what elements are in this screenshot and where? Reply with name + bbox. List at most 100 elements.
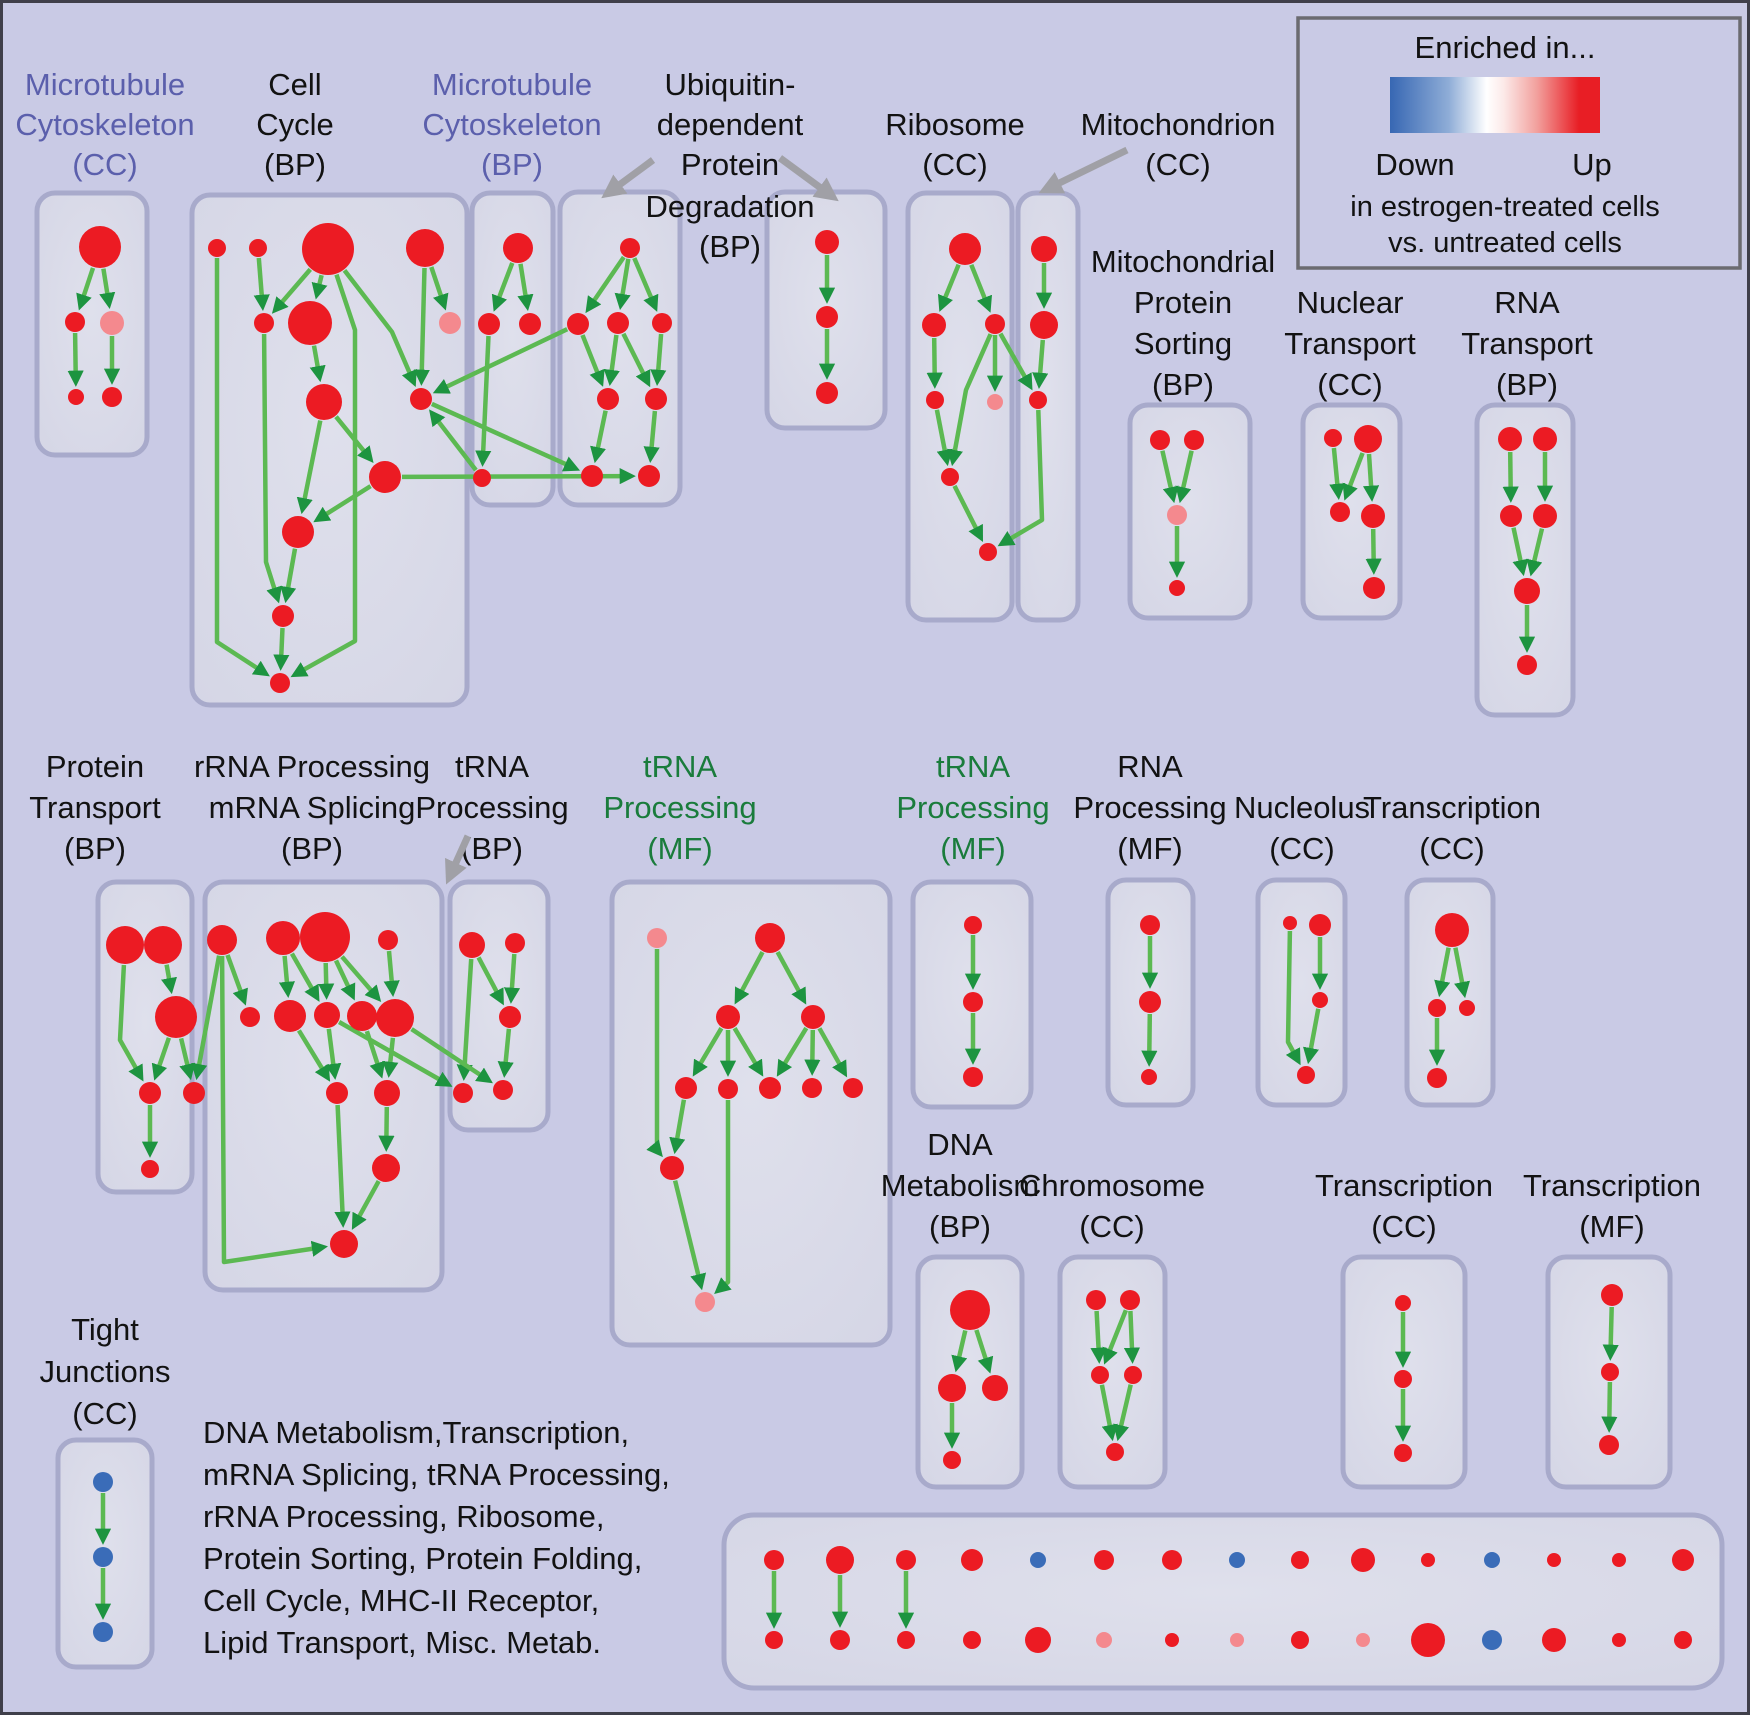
cluster-label-ubiq-a-line2: dependent: [657, 107, 804, 142]
edge-cross-mt-bp-to-cell-cycle: [429, 409, 478, 472]
go-term-node-mt-cc-3: [68, 389, 84, 405]
go-term-node-protein-transport-0: [106, 926, 144, 964]
go-term-node-nucleolus-3: [1297, 1066, 1315, 1084]
go-term-node-transcription-cc-2-2: [1459, 1000, 1475, 1016]
edge-dna-metabolism: [951, 1329, 968, 1373]
cluster-label-mt-cc-line2: Cytoskeleton: [15, 107, 194, 142]
edge-cross-rrna-mrna-to-trna-bp: [337, 1020, 453, 1087]
cluster-box-nucleolus: [1255, 877, 1348, 1108]
label-pointer-arrow-4: [445, 834, 472, 885]
edge-nuclear-transport: [1342, 452, 1365, 501]
edge-rrna-mrna: [325, 1028, 342, 1080]
edge-ubiq-a: [643, 410, 660, 463]
go-term-node-trna-mf-1-6: [759, 1077, 781, 1099]
go-term-node-bottom-top-11: [1421, 1553, 1435, 1567]
edge-ubiq-a: [650, 333, 667, 386]
cluster-label-trna-bp-line3: (BP): [461, 831, 523, 866]
edge-trna-mf-1: [669, 1099, 687, 1155]
go-term-node-ubiq-a-3: [652, 313, 672, 333]
edge-ribosome: [952, 484, 984, 543]
edge-cross-mitochondrion-to-ribosome: [997, 409, 1045, 547]
go-term-node-trna-mf-2-1: [963, 992, 983, 1012]
cluster-label-nuclear-transport-line2: Transport: [1284, 326, 1416, 361]
edge-chromosome: [1099, 1384, 1118, 1442]
cluster-label-ribosome-line2: (CC): [922, 147, 987, 182]
cluster-label-ubiq-a-line1: Ubiquitin-: [665, 67, 796, 102]
edge-rrna-mrna: [340, 955, 382, 1002]
go-term-node-ubiq-b-0: [815, 230, 839, 254]
edge-cell-cycle: [290, 273, 358, 678]
cluster-label-dna-metabolism-line1: DNA: [927, 1127, 993, 1162]
cluster-label-mito-protein-sorting-line4: (BP): [1152, 367, 1214, 402]
go-term-node-rrna-mrna-8: [376, 999, 414, 1037]
go-term-node-protein-transport-1: [144, 926, 182, 964]
go-term-node-ubiq-a-4: [597, 388, 619, 410]
go-term-node-rrna-mrna-10: [374, 1080, 400, 1106]
edge-trna-mf-1: [776, 1026, 809, 1077]
go-term-node-bottom-bottom-2: [830, 1630, 850, 1650]
cluster-box-chromosome: [1057, 1254, 1168, 1490]
go-term-node-transcription-mf-3-2: [1599, 1435, 1619, 1455]
go-term-node-mito-protein-sorting-1: [1184, 430, 1204, 450]
legend-box: [1296, 16, 1742, 270]
cluster-box-mt-cc: [34, 190, 150, 458]
cluster-label-rrna-mrna-line3: (BP): [281, 831, 343, 866]
go-term-node-trna-bp-3: [453, 1083, 473, 1103]
go-term-node-chromosome-1: [1120, 1290, 1140, 1310]
go-term-node-bottom-top-10: [1351, 1548, 1375, 1572]
go-term-node-cell-cycle-1: [249, 239, 267, 257]
go-term-node-ubiq-a-6: [581, 465, 603, 487]
go-term-node-bottom-bottom-1: [765, 1631, 783, 1649]
edge-ribosome: [926, 337, 943, 389]
edge-transcription-mf-3: [1602, 1306, 1619, 1361]
cluster-label-protein-transport-line2: Transport: [29, 790, 161, 825]
go-term-node-protein-transport-5: [141, 1160, 159, 1178]
go-term-node-mitochondrion-2: [1029, 391, 1047, 409]
edge-cell-cycle: [296, 420, 323, 515]
go-term-node-tight-junctions-0: [93, 1472, 113, 1492]
label-pointer-arrow-1: [601, 157, 656, 199]
go-term-node-chromosome-0: [1086, 1290, 1106, 1310]
go-term-node-rrna-mrna-11: [372, 1154, 400, 1182]
edge-transcription-cc-2: [1434, 947, 1451, 998]
go-term-node-trna-bp-1: [505, 933, 525, 953]
go-term-node-nuclear-transport-2: [1330, 502, 1350, 522]
edge-nucleolus: [1285, 930, 1301, 1066]
cluster-label-trna-mf-2-line3: (MF): [940, 831, 1005, 866]
go-term-node-tight-junctions-1: [93, 1547, 113, 1567]
edge-nucleolus: [1303, 1008, 1321, 1065]
edge-ubiq-a: [580, 334, 605, 387]
edge-rna-transport: [1511, 527, 1529, 577]
edge-cell-cycle: [273, 627, 290, 671]
go-term-node-nuclear-transport-4: [1363, 577, 1385, 599]
cluster-label-tight-junctions-line3: (CC): [72, 1396, 137, 1431]
edge-cross-cell-cycle-to-ubiq-a: [430, 401, 581, 472]
go-term-node-bottom-top-8: [1229, 1552, 1245, 1568]
cluster-label-mito-protein-sorting-line2: Protein: [1134, 285, 1232, 320]
edge-rrna-mrna: [351, 1180, 381, 1230]
cluster-label-trna-mf-1-line1: tRNA: [643, 749, 717, 784]
go-term-node-mito-protein-sorting-2: [1167, 505, 1187, 525]
cluster-label-nuclear-transport-line1: Nuclear: [1297, 285, 1404, 320]
go-term-node-trna-mf-1-8: [843, 1078, 863, 1098]
legend-down-label: Down: [1375, 147, 1454, 182]
edge-ubiq-a: [590, 410, 608, 464]
edge-ubiq-a: [614, 258, 631, 310]
go-term-node-bottom-bottom-5: [1025, 1627, 1051, 1653]
cluster-label-transcription-mf-3-line2: (MF): [1579, 1209, 1644, 1244]
go-term-node-chromosome-3: [1124, 1366, 1142, 1384]
cluster-label-dna-metabolism-line2: Metabolism: [881, 1168, 1040, 1203]
go-term-node-mt-cc-0: [79, 226, 121, 268]
cluster-label-chromosome-line2: (CC): [1079, 1209, 1144, 1244]
go-term-node-transcription-cc-2-0: [1435, 913, 1469, 947]
cluster-label-mt-bp-line3: (BP): [481, 147, 543, 182]
edge-ubiq-a: [603, 334, 620, 387]
edge-mt-bp: [491, 262, 515, 312]
cluster-label-rna-processing-line1: RNA: [1117, 749, 1183, 784]
legend-title: Enriched in...: [1415, 30, 1596, 65]
cluster-label-transcription-cc-3-line1: Transcription: [1315, 1168, 1493, 1203]
go-term-node-cell-cycle-10: [282, 516, 314, 548]
go-term-node-mito-protein-sorting-3: [1169, 580, 1185, 596]
go-term-node-bottom-top-15: [1672, 1549, 1694, 1571]
